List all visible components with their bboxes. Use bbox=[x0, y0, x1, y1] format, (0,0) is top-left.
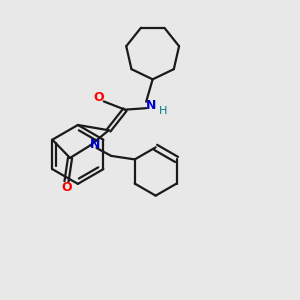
Text: N: N bbox=[90, 139, 101, 152]
Text: N: N bbox=[146, 99, 157, 112]
Text: O: O bbox=[61, 182, 72, 194]
Text: O: O bbox=[93, 92, 104, 104]
Text: H: H bbox=[159, 106, 167, 116]
